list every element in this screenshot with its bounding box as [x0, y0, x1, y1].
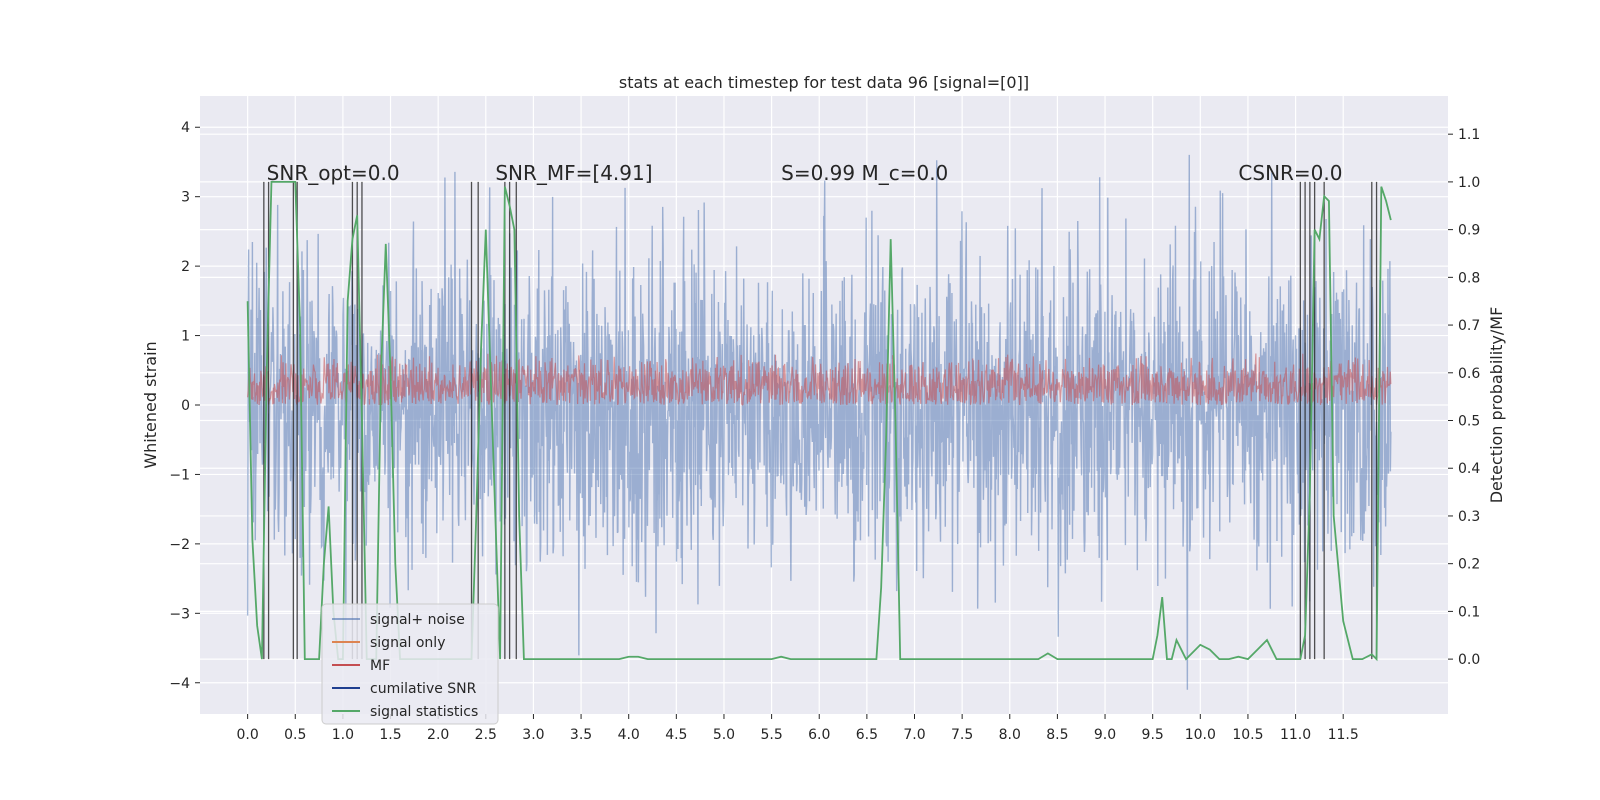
- y-tick-label-left: 3: [181, 190, 190, 206]
- x-tick-label: 5.5: [760, 727, 782, 743]
- annotation-2: S=0.99 M_c=0.0: [781, 161, 948, 185]
- x-tick-label: 11.5: [1328, 727, 1359, 743]
- x-tick-label: 8.5: [1046, 727, 1068, 743]
- y-tick-label-right: 0.7: [1458, 318, 1480, 334]
- x-tick-label: 7.5: [951, 727, 973, 743]
- y-tick-label-right: 0.0: [1458, 652, 1480, 668]
- legend-entry: cumilative SNR: [370, 681, 477, 697]
- legend-entry: MF: [370, 658, 390, 674]
- x-tick-label: 7.0: [903, 727, 925, 743]
- y-tick-label-right: 0.5: [1458, 414, 1480, 430]
- y-tick-label-right: 0.6: [1458, 366, 1480, 382]
- y-tick-label-right: 0.8: [1458, 270, 1480, 286]
- legend-entry: signal only: [370, 635, 445, 651]
- x-tick-label: 5.0: [713, 727, 735, 743]
- legend-box: [321, 603, 499, 725]
- y-tick-label-right: 0.2: [1458, 557, 1480, 573]
- y-tick-label-left: 1: [181, 329, 190, 345]
- y-tick-label-left: −4: [169, 676, 190, 692]
- x-tick-label: 11.0: [1280, 727, 1311, 743]
- y-tick-label-right: 0.4: [1458, 461, 1480, 477]
- x-tick-label: 6.0: [808, 727, 830, 743]
- legend: signal+ noise signal only MF cumilative SNR…: [321, 603, 499, 725]
- x-tick-label: 0.0: [237, 727, 259, 743]
- x-tick-label: 10.5: [1232, 727, 1263, 743]
- legend-entry: signal+ noise: [370, 612, 465, 628]
- y-tick-label-right: 1.1: [1458, 127, 1480, 143]
- x-tick-label: 2.5: [475, 727, 497, 743]
- x-tick-label: 9.5: [1142, 727, 1164, 743]
- y-ticks-right: 1.1 1.0 0.9 0.8 0.7 0.6 0.5 0.4 0.3 0.2 0.1 0.0: [1448, 127, 1480, 668]
- y-tick-label-left: 4: [181, 120, 190, 136]
- annotations: SNR_opt=0.0 SNR_MF=[4.91] S=0.99 M_c=0.0 CS…: [267, 161, 1343, 185]
- x-tick-label: 3.0: [522, 727, 544, 743]
- x-tick-label: 1.5: [379, 727, 401, 743]
- x-tick-label: 10.0: [1185, 727, 1216, 743]
- x-tick-label: 3.5: [570, 727, 592, 743]
- x-tick-label: 2.0: [427, 727, 449, 743]
- signal-noise-line: [246, 154, 1392, 690]
- x-tick-label: 6.5: [856, 727, 878, 743]
- x-tick-label: 8.0: [999, 727, 1021, 743]
- y-tick-label-right: 0.3: [1458, 509, 1480, 525]
- annotation-3: CSNR=0.0: [1238, 161, 1342, 185]
- chart-title: stats at each timestep for test data 96 …: [619, 73, 1029, 92]
- y-tick-label-right: 0.9: [1458, 223, 1480, 239]
- x-tick-label: 4.0: [618, 727, 640, 743]
- y-tick-label-left: 0: [181, 398, 190, 414]
- y-tick-label-right: 0.1: [1458, 604, 1480, 620]
- x-tick-label: 4.5: [665, 727, 687, 743]
- y-axis-label-left: Whitened strain: [141, 341, 160, 468]
- series-signal-noise: [246, 154, 1392, 690]
- x-tick-label: 9.0: [1094, 727, 1116, 743]
- y-tick-label-left: 2: [181, 259, 190, 275]
- mf-line: [247, 353, 1392, 406]
- y-tick-label-right: 1.0: [1458, 175, 1480, 191]
- legend-entry: signal statistics: [370, 704, 478, 720]
- y-tick-label-left: −2: [169, 537, 190, 553]
- series-mf: [247, 353, 1392, 406]
- x-tick-label: 1.0: [332, 727, 354, 743]
- y-tick-label-left: −3: [169, 606, 190, 622]
- annotation-0: SNR_opt=0.0: [267, 161, 400, 185]
- y-ticks-left: 4 3 2 1 0 −1 −2 −3 −4: [169, 120, 200, 692]
- x-tick-label: 0.5: [284, 727, 306, 743]
- y-tick-label-left: −1: [169, 467, 190, 483]
- y-axis-label-right: Detection probability/MF: [1487, 307, 1506, 504]
- x-ticks: 0.0 0.5 1.0 1.5 2.0 2.5 3.0 3.5 4.0 4.5 5.0 5.5 6.0 6…: [237, 714, 1359, 743]
- annotation-1: SNR_MF=[4.91]: [495, 161, 652, 185]
